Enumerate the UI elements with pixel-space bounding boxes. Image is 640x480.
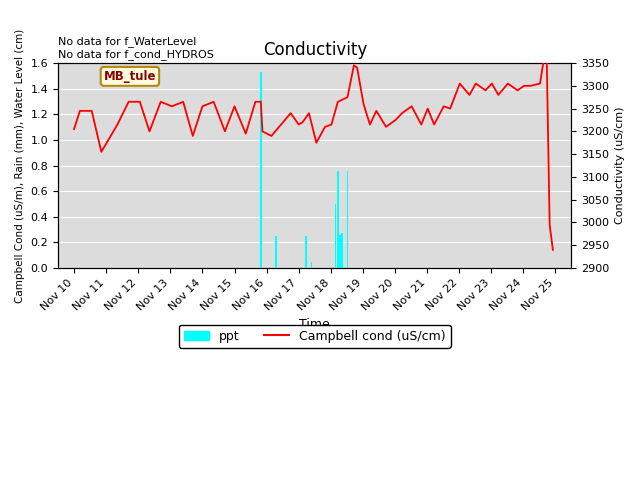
Text: No data for f_WaterLevel: No data for f_WaterLevel — [58, 36, 196, 48]
Title: Conductivity: Conductivity — [262, 41, 367, 59]
Text: No data for f_cond_HYDROS: No data for f_cond_HYDROS — [58, 48, 214, 60]
Bar — [335, 204, 337, 268]
Legend: ppt, Campbell cond (uS/cm): ppt, Campbell cond (uS/cm) — [179, 325, 451, 348]
Bar — [305, 236, 307, 268]
Bar — [337, 171, 339, 268]
Bar — [347, 171, 348, 268]
Bar — [310, 262, 312, 268]
Text: MB_tule: MB_tule — [104, 70, 156, 83]
Bar — [260, 72, 262, 268]
X-axis label: Time: Time — [300, 318, 330, 331]
Bar — [339, 235, 340, 268]
Bar — [275, 236, 277, 268]
Bar — [341, 233, 343, 268]
Y-axis label: Conductivity (uS/cm): Conductivity (uS/cm) — [615, 107, 625, 224]
Y-axis label: Campbell Cond (uS/m), Rain (mm), Water Level (cm): Campbell Cond (uS/m), Rain (mm), Water L… — [15, 28, 25, 303]
